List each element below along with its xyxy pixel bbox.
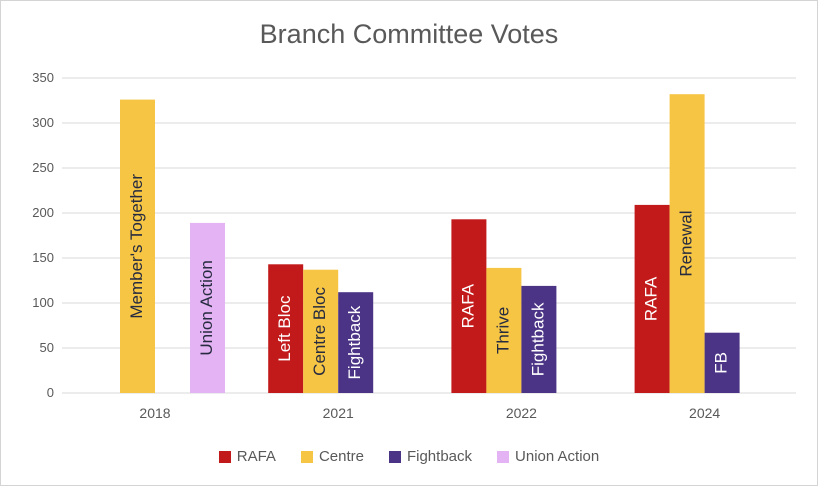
svg-text:Renewal: Renewal — [677, 211, 696, 277]
svg-text:2021: 2021 — [323, 405, 354, 421]
svg-text:50: 50 — [40, 340, 54, 355]
svg-text:2024: 2024 — [689, 405, 720, 421]
svg-text:150: 150 — [32, 250, 54, 265]
svg-text:0: 0 — [47, 385, 54, 400]
svg-text:200: 200 — [32, 205, 54, 220]
svg-text:Fightback: Fightback — [345, 305, 364, 379]
svg-text:Centre Bloc: Centre Bloc — [310, 286, 329, 375]
svg-text:FB: FB — [712, 352, 731, 374]
svg-text:Member's Together: Member's Together — [127, 174, 146, 319]
svg-text:RAFA: RAFA — [458, 283, 477, 328]
svg-text:Fightback: Fightback — [528, 302, 547, 376]
svg-text:RAFA: RAFA — [642, 276, 661, 321]
svg-text:300: 300 — [32, 115, 54, 130]
svg-text:Left Bloc: Left Bloc — [275, 295, 294, 362]
svg-text:350: 350 — [32, 70, 54, 85]
svg-text:2022: 2022 — [506, 405, 537, 421]
svg-text:2018: 2018 — [139, 405, 170, 421]
svg-text:Thrive: Thrive — [493, 307, 512, 354]
svg-text:100: 100 — [32, 295, 54, 310]
svg-text:250: 250 — [32, 160, 54, 175]
svg-text:Union Action: Union Action — [197, 260, 216, 355]
